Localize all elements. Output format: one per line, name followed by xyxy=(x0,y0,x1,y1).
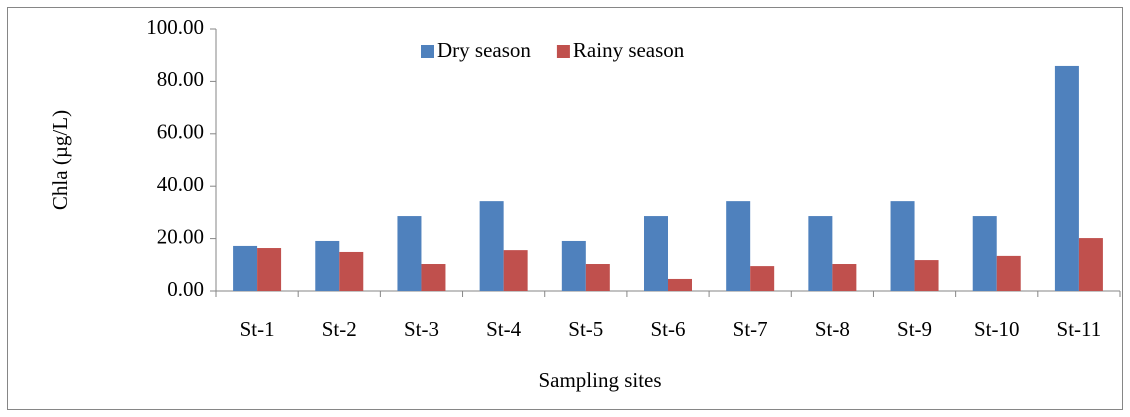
legend-swatch xyxy=(556,45,570,58)
bar xyxy=(339,251,364,291)
bar xyxy=(996,255,1021,291)
bar xyxy=(397,216,422,291)
x-tick-label: St-5 xyxy=(568,317,603,341)
y-tick-label: 80.00 xyxy=(157,67,204,91)
bar xyxy=(257,248,282,291)
legend-swatch xyxy=(421,45,434,58)
x-tick-label: St-1 xyxy=(240,317,275,341)
bar xyxy=(726,201,751,291)
bar xyxy=(808,216,833,291)
bar xyxy=(585,264,610,291)
legend-label: Rainy season xyxy=(573,38,685,62)
bar xyxy=(315,240,340,291)
bar xyxy=(668,278,692,291)
y-tick-label: 0.00 xyxy=(167,277,204,301)
bar xyxy=(503,250,528,291)
bar xyxy=(233,245,258,291)
x-tick-label: St-2 xyxy=(322,317,357,341)
x-axis-title: Sampling sites xyxy=(538,368,661,392)
x-tick-label: St-4 xyxy=(486,317,522,341)
x-tick-label: St-11 xyxy=(1057,317,1102,341)
x-tick-label: St-8 xyxy=(815,317,850,341)
y-tick-label: 40.00 xyxy=(157,172,204,196)
y-axis-title: Chla (µg/L) xyxy=(48,110,72,210)
bar xyxy=(644,216,668,291)
x-tick-label: St-9 xyxy=(897,317,932,341)
chart-frame xyxy=(7,7,1123,410)
bar xyxy=(421,264,446,291)
y-tick-label: 60.00 xyxy=(157,120,204,144)
bar xyxy=(561,240,586,291)
bar xyxy=(972,216,997,291)
x-tick-label: St-10 xyxy=(974,317,1020,341)
x-tick-label: St-6 xyxy=(650,317,685,341)
bar xyxy=(1078,238,1103,291)
bar xyxy=(890,201,915,291)
y-tick-label: 100.00 xyxy=(146,15,204,39)
bar xyxy=(479,201,504,291)
x-tick-label: St-7 xyxy=(733,317,768,341)
bar xyxy=(832,264,857,291)
bar xyxy=(750,266,775,291)
x-tick-label: St-3 xyxy=(404,317,439,341)
bar xyxy=(914,260,939,291)
bar xyxy=(1054,65,1079,291)
legend-label: Dry season xyxy=(437,38,531,62)
y-tick-label: 20.00 xyxy=(157,224,204,248)
